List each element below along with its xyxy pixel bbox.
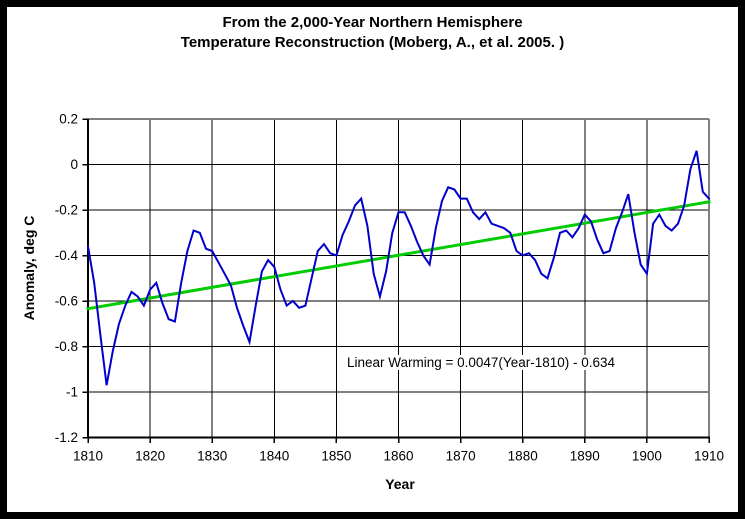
y-axis-title: Anomaly, deg C: [21, 215, 37, 321]
y-tick-label: -0.6: [55, 294, 78, 309]
trend-line: [86, 200, 711, 311]
x-tick-label: 1810: [73, 449, 103, 464]
y-tick-label: -0.4: [55, 248, 79, 263]
temperature-series-line: [86, 150, 711, 386]
x-tick-label: 1880: [508, 449, 538, 464]
x-tick-label: 1820: [135, 449, 165, 464]
chart-title: From the 2,000-Year Northern Hemisphere …: [0, 13, 745, 53]
y-tick-label: -1.2: [55, 430, 78, 445]
y-tick-label: 0.2: [59, 112, 78, 127]
x-tick-label: 1830: [197, 449, 227, 464]
x-tick-label: 1850: [321, 449, 351, 464]
x-axis-title: Year: [385, 476, 415, 492]
trendline-equation-label: Linear Warming = 0.0047(Year-1810) - 0.6…: [343, 355, 619, 370]
x-tick-label: 1890: [570, 449, 600, 464]
chart-title-line2: Temperature Reconstruction (Moberg, A., …: [180, 34, 565, 51]
x-tick-label: 1870: [446, 449, 476, 464]
y-tick-label: -0.8: [55, 339, 78, 354]
y-tick-label: 0: [70, 157, 78, 172]
chart-title-line1: From the 2,000-Year Northern Hemisphere: [222, 14, 523, 31]
x-tick-label: 1900: [632, 449, 662, 464]
x-tick-label: 1910: [694, 449, 724, 464]
x-tick-label: 1840: [259, 449, 289, 464]
x-tick-label: 1860: [383, 449, 413, 464]
y-tick-label: -0.2: [55, 203, 78, 218]
y-tick-label: -1: [66, 385, 78, 400]
